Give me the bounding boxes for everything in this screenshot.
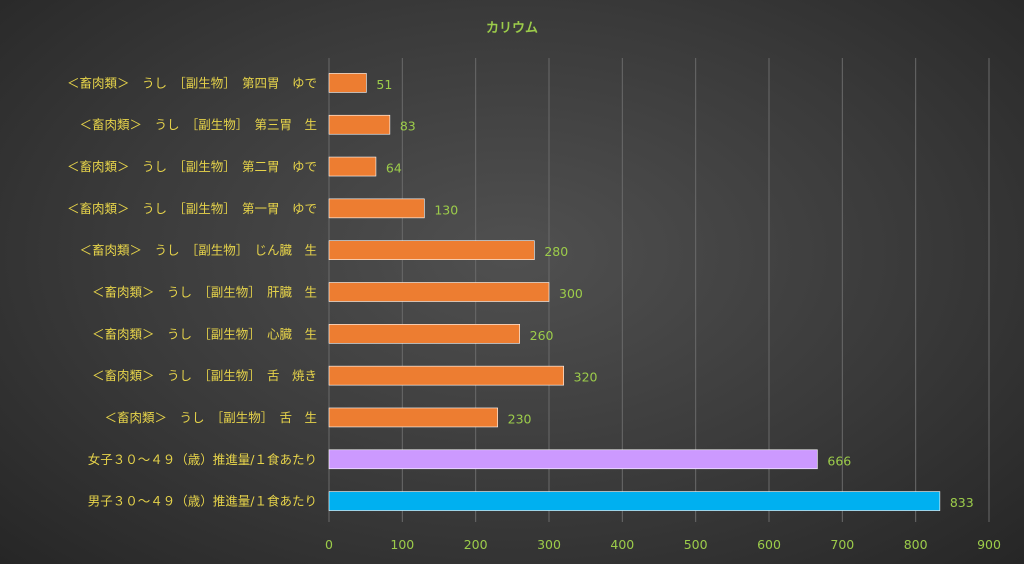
labels: 0 100 200 300 400 500 600 700 800 900 ＜畜肉類＞ うし ［副生…: [67, 75, 1001, 552]
x-tick-label: 0: [325, 537, 333, 552]
category-label: ＜畜肉類＞ うし ［副生物］ 舌 焼き: [92, 368, 317, 383]
bar: [328, 114, 391, 135]
bar: [328, 324, 520, 344]
chart-title: カリウム: [486, 21, 538, 36]
gridlines: [328, 58, 990, 522]
category-label: ＜畜肉類＞ うし ［副生物］ 第一胃 ゆで: [67, 201, 317, 216]
bar: [328, 365, 564, 386]
bars: [328, 73, 941, 511]
x-tick-label: 300: [537, 537, 561, 552]
data-label: 64: [386, 161, 402, 176]
x-tick-label: 800: [904, 537, 928, 552]
data-label: 130: [434, 202, 458, 217]
x-tick-label: 600: [757, 537, 781, 552]
category-label: ＜畜肉類＞ うし ［副生物］ 心臓 生: [92, 326, 317, 341]
bar: [328, 449, 818, 470]
data-label: 230: [508, 411, 532, 426]
category-label: ＜畜肉類＞ うし ［副生物］ 第四胃 ゆで: [67, 75, 317, 90]
data-label: 320: [574, 370, 598, 385]
bar: [328, 282, 550, 302]
category-label: ＜畜肉類＞ うし ［副生物］ 第二胃 ゆで: [67, 159, 317, 174]
category-label: 女子３０～４９（歳）推進量/１食あたり: [88, 452, 317, 467]
data-label: 83: [400, 119, 416, 134]
bar: [328, 407, 498, 428]
data-label: 833: [950, 495, 974, 510]
data-label: 300: [559, 286, 583, 301]
data-label: 280: [544, 244, 568, 259]
x-tick-label: 900: [977, 537, 1001, 552]
category-label: ＜畜肉類＞ うし ［副生物］ 第三胃 生: [79, 117, 317, 132]
data-label: 666: [827, 453, 851, 468]
x-tick-label: 200: [464, 537, 488, 552]
bar: [328, 198, 425, 219]
category-label: ＜畜肉類＞ うし ［副生物］ 舌 生: [104, 410, 317, 425]
bar: [328, 240, 535, 260]
category-label: 男子３０～４９（歳）推進量/１食あたり: [88, 494, 317, 509]
x-tick-label: 400: [610, 537, 634, 552]
data-label: 51: [376, 77, 392, 92]
bar: [328, 156, 377, 177]
data-label: 260: [530, 328, 554, 343]
x-tick-label: 700: [830, 537, 854, 552]
x-tick-label: 500: [684, 537, 708, 552]
bar: [328, 491, 941, 511]
category-label: ＜畜肉類＞ うし ［副生物］ 肝臓 生: [92, 285, 317, 300]
bar: [328, 73, 367, 93]
x-tick-label: 100: [390, 537, 414, 552]
category-label: ＜畜肉類＞ うし ［副生物］ じん臓 生: [79, 243, 317, 258]
